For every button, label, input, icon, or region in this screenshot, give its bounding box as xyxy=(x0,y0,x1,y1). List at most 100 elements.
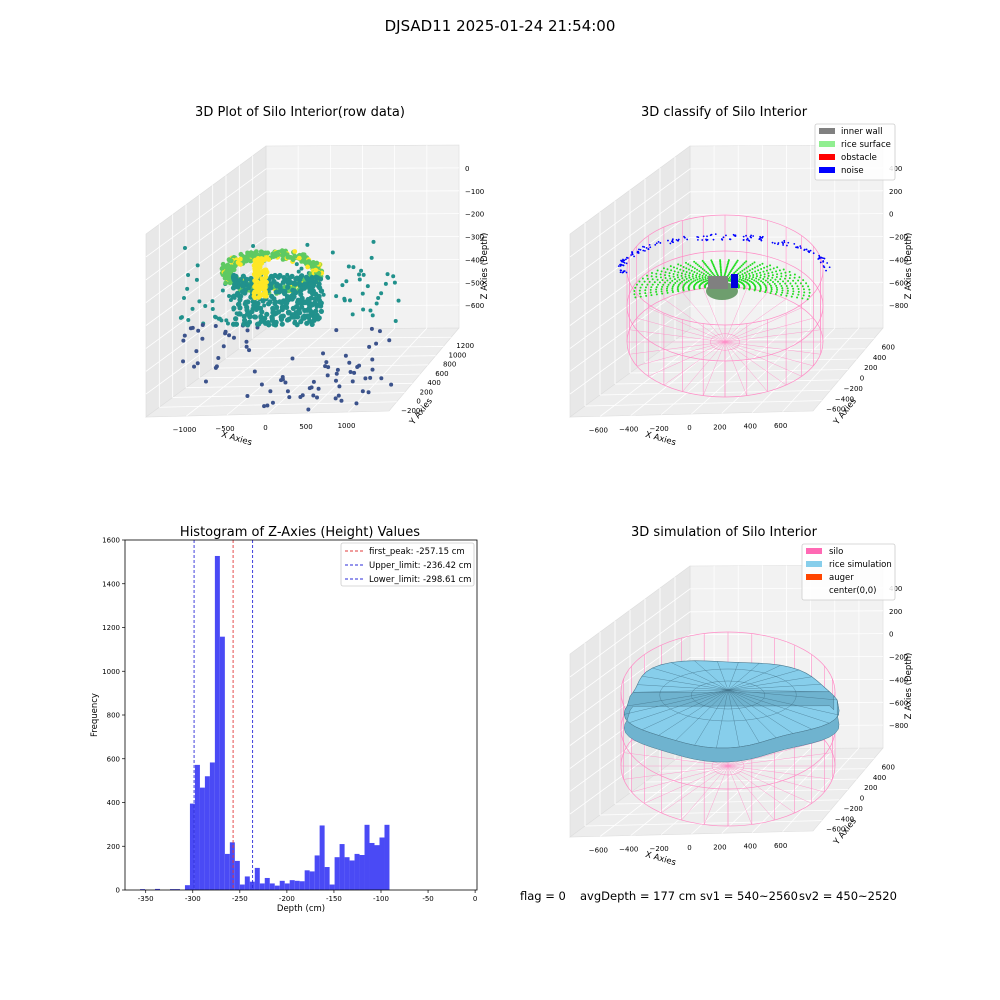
rice-surface-point xyxy=(761,262,764,265)
rice-surface-point xyxy=(701,259,704,262)
rice-surface-point xyxy=(677,290,680,293)
noise-point xyxy=(706,238,709,241)
rice-surface-point xyxy=(764,284,767,287)
histogram-bar xyxy=(289,880,295,890)
raw-point xyxy=(337,384,342,389)
raw-point xyxy=(249,309,255,315)
raw-point xyxy=(279,304,285,310)
rice-surface-point xyxy=(770,290,773,293)
rice-surface-point xyxy=(677,271,680,274)
rice-surface-point xyxy=(786,289,789,292)
p4-silo-spoke xyxy=(727,739,825,767)
legend-label-inner-wall: inner wall xyxy=(841,127,882,137)
rice-surface-point xyxy=(740,279,743,282)
noise-point xyxy=(623,270,626,272)
raw-point xyxy=(379,291,384,296)
noise-point xyxy=(675,238,678,241)
raw-point xyxy=(243,299,249,305)
raw-point xyxy=(360,389,365,394)
rice-surface-point xyxy=(660,270,663,273)
rice-surface-point xyxy=(678,278,681,281)
rice-surface-point xyxy=(696,268,699,271)
raw-point xyxy=(305,264,311,270)
raw-point xyxy=(280,279,286,285)
rice-surface-point xyxy=(702,278,705,281)
rice-surface-point xyxy=(727,262,730,265)
raw-point xyxy=(376,295,381,300)
rice-surface-point xyxy=(671,289,674,292)
p2-silo-spoke xyxy=(648,307,726,343)
rice-surface-point xyxy=(693,267,696,270)
raw-point xyxy=(290,314,296,320)
p4-silo-spoke xyxy=(631,765,729,793)
rice-surface-point xyxy=(688,268,691,271)
rice-surface-point xyxy=(696,263,699,266)
p4-silo-spoke xyxy=(644,765,729,804)
histogram-bar xyxy=(364,824,370,890)
rice-surface-point xyxy=(788,270,791,273)
raw-point xyxy=(258,314,264,320)
rice-surface-point xyxy=(770,288,773,291)
y-tick-label: 1400 xyxy=(102,580,120,588)
p1-z-tick-label: 0 xyxy=(465,165,469,173)
y-tick-label: 1000 xyxy=(102,668,120,676)
rice-surface-point xyxy=(701,276,704,279)
raw-point xyxy=(309,291,316,297)
raw-point xyxy=(269,314,275,320)
x-axis-label-histogram: Depth (cm) xyxy=(277,904,325,914)
rice-surface-point xyxy=(688,276,691,279)
rice-surface-point xyxy=(704,276,707,279)
p4-y-tick-label: 0 xyxy=(860,795,864,803)
rice-surface-point xyxy=(672,266,675,269)
histogram-bar xyxy=(169,889,175,890)
rice-simulation-mesh xyxy=(727,689,794,734)
rice-surface-point xyxy=(644,286,647,289)
p4-z-tick-label: −800 xyxy=(889,722,908,730)
p4-silo-spoke xyxy=(623,765,729,780)
raw-point xyxy=(315,395,320,400)
p1-grid-y xyxy=(239,346,444,349)
rice-surface-point xyxy=(705,264,708,267)
raw-point xyxy=(346,264,351,269)
noise-point xyxy=(748,240,751,242)
raw-point xyxy=(330,250,335,255)
raw-point xyxy=(275,309,281,315)
rice-surface-point xyxy=(666,285,669,288)
rice-surface-point xyxy=(768,282,771,285)
p4-silo-spoke xyxy=(727,765,825,793)
rice-surface-point xyxy=(739,266,742,269)
p2-silo-spoke xyxy=(629,329,726,343)
noise-point xyxy=(825,269,827,272)
noise-point xyxy=(619,269,622,272)
raw-point xyxy=(238,251,244,257)
p1-grid-x xyxy=(348,327,428,413)
raw-point xyxy=(278,316,285,322)
rice-surface-point xyxy=(754,270,757,273)
raw-point xyxy=(252,369,257,374)
raw-point xyxy=(334,294,339,299)
rice-surface-point xyxy=(673,270,676,273)
rice-simulation-mesh xyxy=(671,662,729,691)
raw-point xyxy=(222,273,228,279)
p2-silo-spoke xyxy=(724,341,802,377)
raw-point xyxy=(274,283,280,289)
rice-surface-point xyxy=(748,275,751,278)
histogram-bar xyxy=(344,857,350,890)
p4-y-tick-label: −200 xyxy=(844,805,863,813)
raw-point xyxy=(287,395,292,400)
histogram-bar xyxy=(334,857,340,890)
histogram-bar xyxy=(204,776,210,890)
noise-point xyxy=(619,271,622,274)
p1-grid-z xyxy=(145,190,460,281)
rice-surface-point xyxy=(759,271,762,274)
raw-point xyxy=(296,255,302,261)
noise-point xyxy=(793,242,796,245)
raw-point xyxy=(301,252,307,258)
rice-surface-point xyxy=(780,284,783,287)
rice-surface-point xyxy=(767,274,770,277)
raw-point xyxy=(265,250,271,256)
raw-point xyxy=(286,275,293,281)
raw-point xyxy=(231,277,237,283)
rice-surface-point xyxy=(672,275,675,278)
rice-simulation-mesh xyxy=(652,667,729,691)
